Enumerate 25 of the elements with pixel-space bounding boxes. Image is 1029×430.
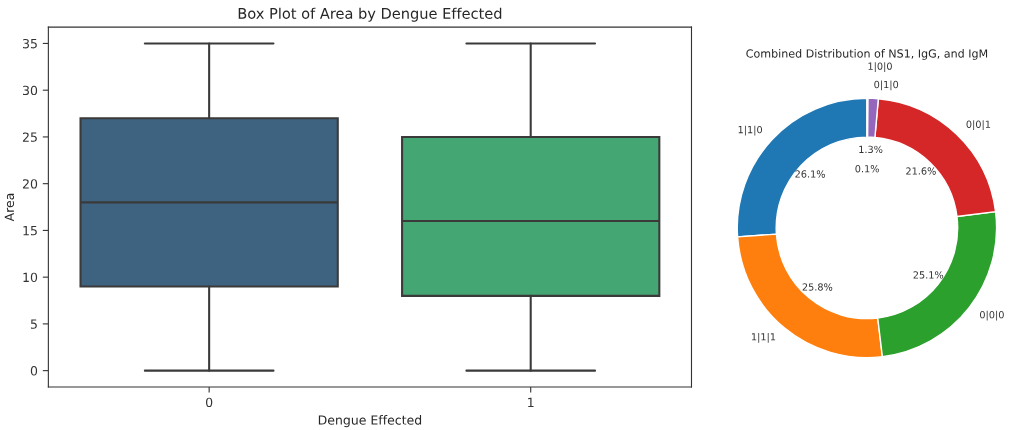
y-tick-label: 35	[22, 38, 37, 49]
slice-label: 0|0|1	[966, 120, 991, 131]
slice-label: 0|0|0	[979, 310, 1004, 321]
data-label: 25.8%	[802, 283, 833, 291]
data-label: 26.1%	[795, 170, 825, 178]
x-axis-title: Dengue Effected	[318, 415, 422, 428]
data-label: 1.3%	[859, 145, 883, 154]
chart-title: Combined Distribution of NS1, IgG, and IgM	[746, 49, 988, 60]
data-label: 21.6%	[906, 167, 936, 175]
slice-label: 0|1|0	[874, 80, 899, 91]
y-axis-title: Area	[4, 193, 15, 222]
data-label: 0.1%	[855, 165, 879, 173]
y-tick-label: 5	[30, 319, 37, 329]
y-tick-label: 30	[22, 85, 38, 96]
y-tick-label: 15	[23, 226, 37, 236]
y-tick-label: 0	[30, 366, 38, 376]
y-tick-label: 20	[22, 179, 38, 189]
slice-label: 1|0|0	[868, 62, 892, 72]
y-tick-label: 25	[22, 132, 37, 142]
x-tick-label: 1	[528, 397, 534, 407]
slice-label: 1|1|0	[738, 125, 763, 136]
chart-title: Box Plot of Area by Dengue Effected	[238, 7, 502, 22]
y-tick-label: 10	[23, 272, 38, 283]
slice-label: 1|1|1	[751, 332, 776, 343]
data-label: 25.1%	[913, 271, 944, 279]
